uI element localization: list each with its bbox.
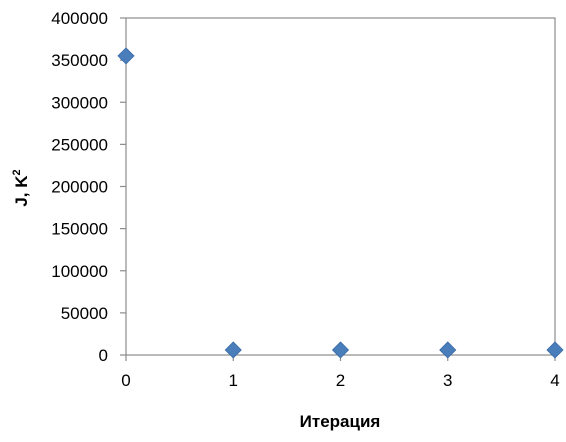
y-axis-title-main: J, K xyxy=(12,175,31,207)
y-tick-label: 150000 xyxy=(51,220,108,239)
plot-area xyxy=(125,17,556,356)
x-axis-title: Итерация xyxy=(300,412,381,431)
y-tick-label: 0 xyxy=(99,346,108,365)
x-tick-label: 1 xyxy=(229,371,238,390)
data-point xyxy=(117,47,135,65)
x-axis-ticks: 0 1 2 3 4 xyxy=(121,355,560,390)
y-tick-label: 200000 xyxy=(51,178,108,197)
x-tick-label: 3 xyxy=(443,371,452,390)
data-point xyxy=(546,341,564,359)
y-axis-title-superscript: 2 xyxy=(11,169,23,175)
y-tick-label: 350000 xyxy=(51,51,108,70)
data-point xyxy=(224,341,242,359)
data-point xyxy=(439,341,457,359)
x-tick-label: 4 xyxy=(550,371,559,390)
plot-border xyxy=(125,17,556,356)
data-point xyxy=(331,341,350,359)
y-axis-title: J, K2 xyxy=(11,169,31,206)
y-axis-ticks: 0 50000 100000 150000 200000 250000 300000 3500… xyxy=(51,9,126,365)
y-tick-label: 100000 xyxy=(51,262,108,281)
data-markers xyxy=(117,47,564,359)
y-tick-label: 50000 xyxy=(61,304,108,323)
x-tick-label: 0 xyxy=(121,371,130,390)
x-tick-label: 2 xyxy=(336,371,345,390)
y-tick-label: 250000 xyxy=(51,135,108,154)
y-tick-label: 300000 xyxy=(51,93,108,112)
y-tick-label: 400000 xyxy=(51,9,108,28)
